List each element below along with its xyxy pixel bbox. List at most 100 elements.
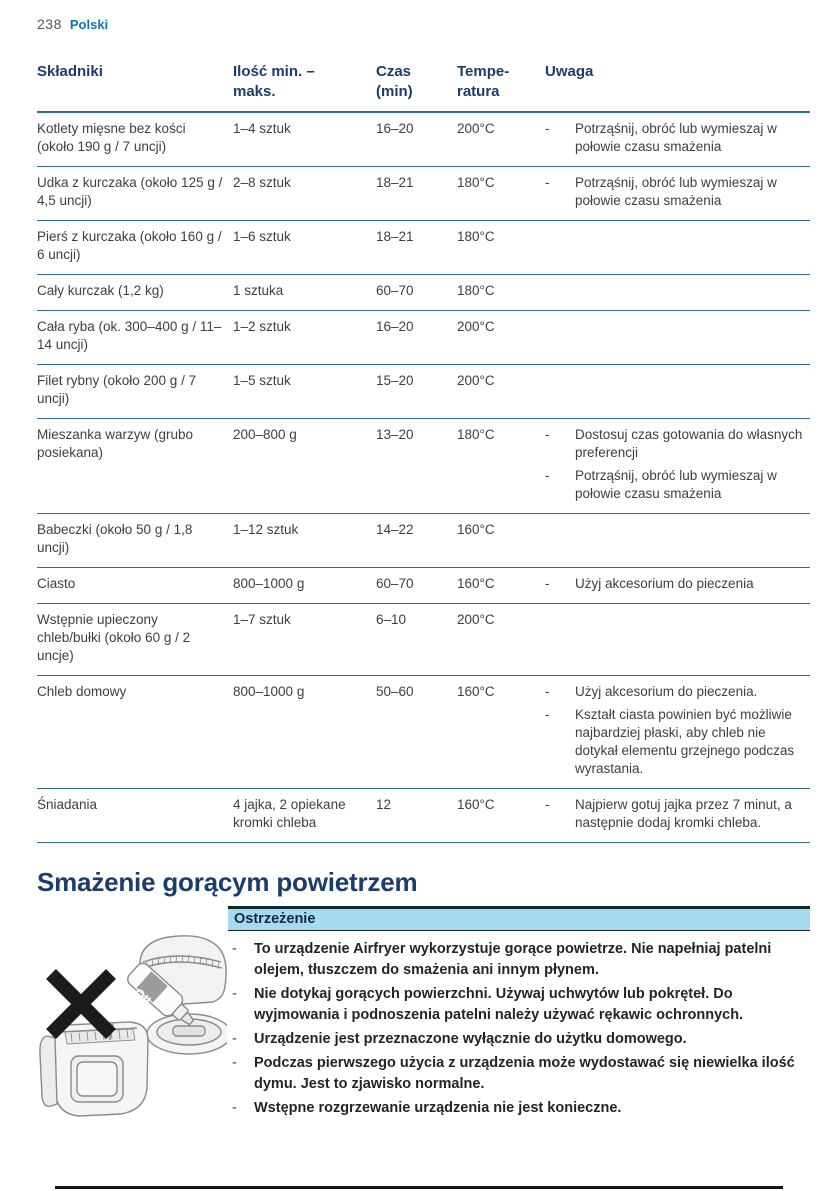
note-text: Użyj akcesorium do pieczenia. [575, 684, 758, 699]
note-item: Najpierw gotuj jajka przez 7 minut, a na… [545, 796, 810, 832]
warning-item: Urządzenie jest przeznaczone wyłącznie d… [228, 1029, 810, 1050]
table-row: Chleb domowy 800–1000 g 50–60 160°C Użyj… [37, 676, 810, 789]
temperature-cell: 180°C [457, 175, 495, 190]
ingredient-cell: Filet rybny (około 200 g / 7 uncji) [37, 373, 197, 406]
warning-text: Urządzenie jest przeznaczone wyłącznie d… [254, 1031, 687, 1047]
warning-text: Wstępne rozgrzewanie urządzenia nie jest… [254, 1100, 622, 1116]
amount-cell: 1–12 sztuk [233, 522, 299, 537]
col-header-note: Uwaga [545, 63, 594, 80]
col-header-time: Czas (min) [376, 63, 413, 100]
amount-cell: 800–1000 g [233, 684, 305, 699]
temperature-cell: 180°C [457, 283, 495, 298]
notes-cell: Użyj akcesorium do pieczenia [545, 575, 810, 593]
notes-cell [545, 318, 810, 354]
ingredient-cell: Cały kurczak (1,2 kg) [37, 283, 164, 298]
ingredient-cell: Pierś z kurczaka (około 160 g / 6 uncji) [37, 229, 222, 262]
warning-list: To urządzenie Airfryer wykorzystuje gorą… [228, 939, 810, 1119]
amount-cell: 200–800 g [233, 427, 297, 442]
note-text: Potrząśnij, obróć lub wymieszaj w połowi… [575, 121, 777, 154]
note-item: Dostosuj czas gotowania do własnych pref… [545, 426, 810, 462]
temperature-cell: 160°C [457, 684, 495, 699]
notes-cell: Użyj akcesorium do pieczenia. Kształt ci… [545, 683, 810, 778]
page-bottom-rule [55, 1186, 783, 1189]
time-cell: 6–10 [376, 612, 407, 627]
temperature-cell: 160°C [457, 797, 495, 812]
table-row: Pierś z kurczaka (około 160 g / 6 uncji)… [37, 221, 810, 275]
notes-cell [545, 521, 810, 557]
temperature-cell: 180°C [457, 229, 495, 244]
notes-cell: Potrząśnij, obróć lub wymieszaj w połowi… [545, 174, 810, 210]
time-cell: 18–21 [376, 229, 414, 244]
note-text: Dostosuj czas gotowania do własnych pref… [575, 427, 803, 460]
time-cell: 14–22 [376, 522, 414, 537]
section-title: Smażenie gorącym powietrzem [37, 867, 418, 897]
notes-cell [545, 372, 810, 408]
amount-cell: 4 jajka, 2 opiekane kromki chleba [233, 797, 346, 830]
col-header-temperature: Tempe- ratura [457, 63, 510, 100]
table-row: Mieszanka warzyw (grubo posiekana) 200–8… [37, 419, 810, 514]
note-text: Kształt ciasta powinien być możliwie naj… [575, 707, 795, 776]
table-row: Babeczki (około 50 g / 1,8 uncji) 1–12 s… [37, 514, 810, 568]
notes-cell [545, 282, 810, 300]
col-header-ingredients: Składniki [37, 63, 103, 80]
warning-text: Nie dotykaj gorących powierzchni. Używaj… [254, 986, 744, 1023]
table-row: Cała ryba (ok. 300–400 g / 11–14 uncji) … [37, 311, 810, 365]
temperature-cell: 200°C [457, 319, 495, 334]
warning-item: To urządzenie Airfryer wykorzystuje gorą… [228, 939, 810, 981]
amount-cell: 1–2 sztuk [233, 319, 291, 334]
ingredient-cell: Mieszanka warzyw (grubo posiekana) [37, 427, 194, 460]
temperature-cell: 160°C [457, 522, 495, 537]
warning-text: Podczas pierwszego użycia z urządzenia m… [254, 1055, 795, 1092]
time-cell: 16–20 [376, 319, 414, 334]
ingredient-cell: Udka z kurczaka (około 125 g / 4,5 uncji… [37, 175, 223, 208]
table-row: Ciasto 800–1000 g 60–70 160°C Użyj akces… [37, 568, 810, 604]
amount-cell: 1–5 sztuk [233, 373, 291, 388]
note-text: Potrząśnij, obróć lub wymieszaj w połowi… [575, 175, 777, 208]
cooking-table: Składniki Ilość min. – maks. Czas (min) … [37, 62, 810, 843]
temperature-cell: 180°C [457, 427, 495, 442]
notes-cell: Dostosuj czas gotowania do własnych pref… [545, 426, 810, 503]
time-cell: 60–70 [376, 283, 414, 298]
amount-cell: 1–4 sztuk [233, 121, 291, 136]
notes-cell [545, 611, 810, 665]
table-row: Filet rybny (około 200 g / 7 uncji) 1–5 … [37, 365, 810, 419]
ingredient-cell: Ciasto [37, 576, 76, 591]
page-language-label: Polski [69, 17, 109, 32]
warning-box: Ostrzeżenie To urządzenie Airfryer wykor… [228, 906, 810, 1119]
notes-cell: Potrząśnij, obróć lub wymieszaj w połowi… [545, 120, 810, 156]
table-row: Cały kurczak (1,2 kg) 1 sztuka 60–70 180… [37, 275, 810, 311]
table-row: Wstępnie upieczony chleb/bułki (około 60… [37, 604, 810, 676]
temperature-cell: 160°C [457, 576, 495, 591]
table-header-row: Składniki Ilość min. – maks. Czas (min) … [37, 62, 810, 113]
warning-item: Podczas pierwszego użycia z urządzenia m… [228, 1053, 810, 1095]
note-text: Użyj akcesorium do pieczenia [575, 576, 754, 591]
note-item: Użyj akcesorium do pieczenia. [545, 683, 810, 701]
note-item: Potrząśnij, obróć lub wymieszaj w połowi… [545, 467, 810, 503]
notes-cell [545, 228, 810, 264]
time-cell: 18–21 [376, 175, 414, 190]
ingredient-cell: Kotlety mięsne bez kości (około 190 g / … [37, 121, 186, 154]
time-cell: 16–20 [376, 121, 414, 136]
ingredient-cell: Babeczki (około 50 g / 1,8 uncji) [37, 522, 193, 555]
time-cell: 13–20 [376, 427, 414, 442]
no-oil-illustration: OIL [37, 928, 232, 1128]
ingredient-cell: Śniadania [37, 797, 98, 812]
amount-cell: 2–8 sztuk [233, 175, 291, 190]
prohibition-x-icon [46, 969, 116, 1039]
temperature-cell: 200°C [457, 121, 495, 136]
note-item: Potrząśnij, obróć lub wymieszaj w połowi… [545, 120, 810, 156]
ingredient-cell: Chleb domowy [37, 684, 127, 699]
amount-cell: 800–1000 g [233, 576, 305, 591]
table-row: Kotlety mięsne bez kości (około 190 g / … [37, 113, 810, 167]
amount-cell: 1 sztuka [233, 283, 284, 298]
notes-cell: Najpierw gotuj jajka przez 7 minut, a na… [545, 796, 810, 832]
time-cell: 60–70 [376, 576, 414, 591]
temperature-cell: 200°C [457, 373, 495, 388]
ingredient-cell: Wstępnie upieczony chleb/bułki (około 60… [37, 612, 191, 663]
temperature-cell: 200°C [457, 612, 495, 627]
warning-item: Nie dotykaj gorących powierzchni. Używaj… [228, 984, 810, 1026]
table-row: Śniadania 4 jajka, 2 opiekane kromki chl… [37, 789, 810, 843]
note-text: Najpierw gotuj jajka przez 7 minut, a na… [575, 797, 792, 830]
note-item: Kształt ciasta powinien być możliwie naj… [545, 706, 810, 778]
